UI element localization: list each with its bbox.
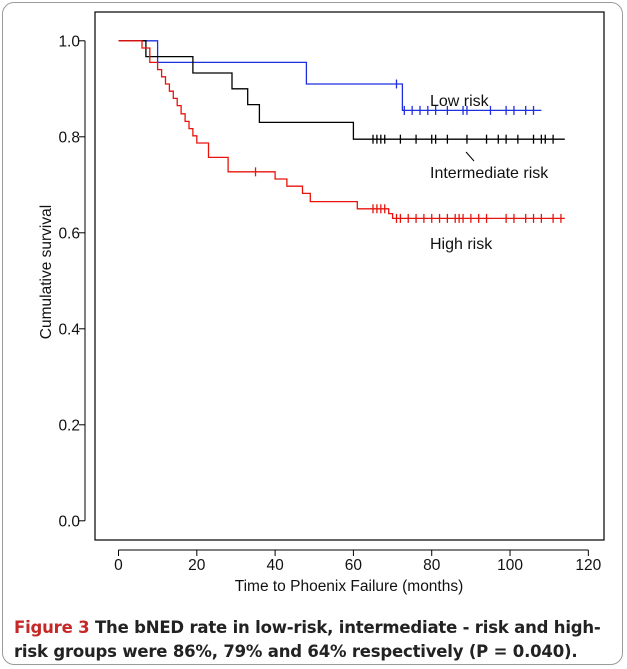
x-tick-label: 100 bbox=[497, 557, 523, 574]
axes: 0 20 40 60 80 100 120 0.0 0.2 0.4 0.6 0.8 1.0 bbox=[58, 33, 601, 574]
intermediate-risk-pointer bbox=[465, 151, 475, 162]
figure-caption: Figure 3 The bNED rate in low-risk, inte… bbox=[14, 616, 619, 664]
x-tick-label: 120 bbox=[575, 557, 601, 574]
y-tick-label: 0.2 bbox=[58, 417, 80, 434]
plot-area-frame bbox=[94, 11, 605, 541]
y-tick-label: 0.0 bbox=[58, 513, 80, 530]
caption-label: Figure 3 bbox=[14, 618, 90, 637]
y-tick-label: 0.6 bbox=[58, 225, 80, 242]
high-risk-label: High risk bbox=[430, 236, 493, 253]
x-tick-label: 60 bbox=[345, 557, 363, 574]
y-tick-label: 0.8 bbox=[58, 129, 80, 146]
x-axis-label: Time to Phoenix Failure (months) bbox=[235, 578, 464, 595]
y-tick-label: 1.0 bbox=[58, 33, 80, 50]
x-tick-label: 20 bbox=[188, 557, 206, 574]
x-tick-label: 0 bbox=[114, 557, 123, 574]
y-axis-label: Cumulative survival bbox=[38, 205, 55, 339]
low-risk-label: Low risk bbox=[430, 93, 490, 110]
y-tick-label: 0.4 bbox=[58, 321, 80, 338]
survival-chart: 0 20 40 60 80 100 120 0.0 0.2 0.4 0.6 0.8 1.0 Low ri… bbox=[38, 11, 605, 595]
low-risk-curve bbox=[118, 40, 542, 112]
intermediate-risk-curve bbox=[118, 40, 565, 140]
x-tick-label: 80 bbox=[423, 557, 441, 574]
series-layer bbox=[118, 40, 565, 223]
caption-text: The bNED rate in low-risk, intermediate … bbox=[14, 618, 601, 661]
high-risk-curve bbox=[118, 40, 565, 220]
x-tick-label: 40 bbox=[266, 557, 284, 574]
intermediate-risk-label: Intermediate risk bbox=[430, 165, 549, 182]
